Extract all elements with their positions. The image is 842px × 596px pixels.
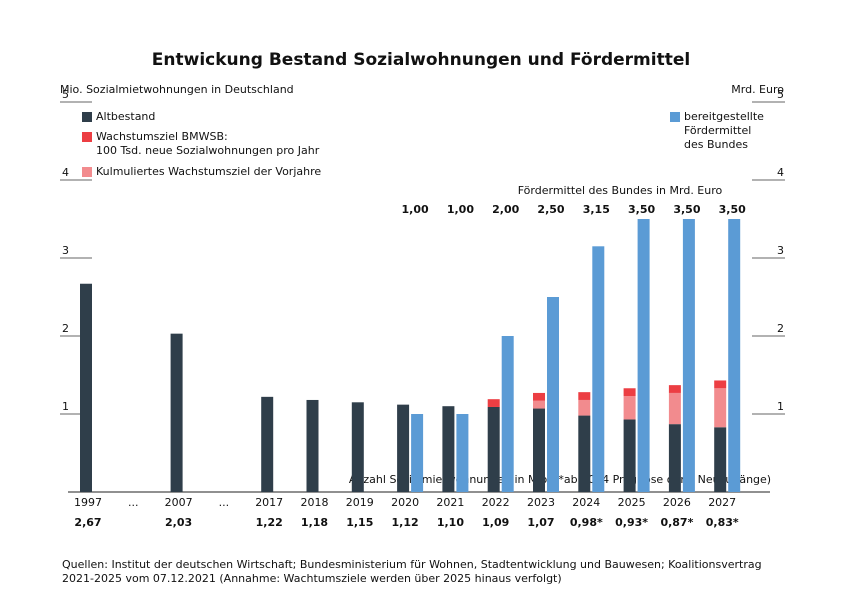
x-tick-label: 2017 <box>255 496 283 509</box>
value-label: 1,10 <box>437 516 464 529</box>
bar <box>306 399 319 492</box>
bar <box>501 336 514 492</box>
y2-tick-label: 2 <box>777 322 784 335</box>
legend-label: Wachstumsziel BMWSB: 100 Tsd. neue Sozia… <box>96 130 320 157</box>
bar <box>533 392 545 401</box>
bar <box>623 388 636 397</box>
y2-tick-label: 3 <box>777 244 784 257</box>
bar <box>668 392 681 425</box>
x-tick-label: 2023 <box>527 496 555 509</box>
annotation: Anzahl Sozialmietwohnungen in Mio. (*ab … <box>349 473 771 486</box>
value-label: 1,00 <box>447 203 474 216</box>
bar <box>487 406 500 492</box>
value-label: 2,50 <box>537 203 564 216</box>
value-label: 2,67 <box>74 516 101 529</box>
legend-swatch <box>82 112 92 122</box>
legend-label: Kulmuliertes Wachstumsziel der Vorjahre <box>96 165 322 178</box>
bar <box>397 404 410 492</box>
bar <box>578 399 591 416</box>
source: Quellen: Institut der deutschen Wirtscha… <box>62 558 762 585</box>
x-tick-label: 2007 <box>165 496 193 509</box>
value-label: 2,03 <box>165 516 192 529</box>
value-label: 3,50 <box>628 203 655 216</box>
y2-tick-label: 5 <box>777 88 784 101</box>
value-label: 0,83* <box>706 516 739 529</box>
value-label: 1,15 <box>346 516 373 529</box>
x-tick-label: 2024 <box>572 496 600 509</box>
x-tick-label: 2020 <box>391 496 419 509</box>
value-label: 0,98* <box>570 516 603 529</box>
bar <box>261 396 274 492</box>
value-label: 1,00 <box>402 203 429 216</box>
y-tick-label: 2 <box>62 322 69 335</box>
bar <box>637 219 650 492</box>
bar <box>578 392 591 400</box>
bar <box>351 402 364 492</box>
legend-swatch <box>82 132 92 142</box>
value-label: 3,15 <box>583 203 610 216</box>
bar <box>442 406 455 492</box>
value-label: 1,18 <box>301 516 328 529</box>
bar <box>623 396 636 420</box>
bar <box>80 283 92 492</box>
y-tick-label: 1 <box>62 400 69 413</box>
bar <box>578 415 591 492</box>
bar <box>623 419 636 492</box>
value-label: 3,50 <box>719 203 746 216</box>
bar <box>456 414 469 492</box>
annotation: Fördermittel des Bundes in Mrd. Euro <box>518 184 723 197</box>
legend-swatch <box>82 167 92 177</box>
bar <box>411 414 424 492</box>
x-tick-label: 2025 <box>618 496 646 509</box>
bar <box>668 385 681 393</box>
bar <box>714 380 727 389</box>
bar <box>533 408 545 492</box>
bar <box>714 388 727 428</box>
legend-swatch <box>670 112 680 122</box>
y-tick-label: 3 <box>62 244 69 257</box>
y2-tick-label: 1 <box>777 400 784 413</box>
value-label: 1,22 <box>256 516 283 529</box>
x-tick-label: 2019 <box>346 496 374 509</box>
x-tick-label: 2027 <box>708 496 736 509</box>
value-label: 3,50 <box>673 203 700 216</box>
value-label: 1,07 <box>527 516 554 529</box>
bar <box>668 424 681 492</box>
chart-title: Entwickung Bestand Sozialwohnungen und F… <box>152 50 690 70</box>
x-tick-label: ... <box>128 496 139 509</box>
bar <box>592 246 605 492</box>
y-tick-label: 4 <box>62 166 69 179</box>
value-label: 1,09 <box>482 516 509 529</box>
value-label: 0,87* <box>660 516 693 529</box>
bar <box>682 219 695 492</box>
value-label: 1,12 <box>392 516 419 529</box>
value-label: 2,00 <box>492 203 519 216</box>
bar <box>533 400 545 409</box>
bar <box>487 399 500 407</box>
y2-tick-label: 4 <box>777 166 784 179</box>
bar <box>170 333 183 492</box>
legend-label: bereitgestellte Fördermittel des Bundes <box>684 110 764 151</box>
x-tick-label: 2026 <box>663 496 691 509</box>
x-tick-label: 1997 <box>74 496 102 509</box>
bar <box>547 297 559 492</box>
x-tick-label: 2022 <box>482 496 510 509</box>
x-tick-label: ... <box>219 496 230 509</box>
value-label: 0,93* <box>615 516 648 529</box>
bar <box>728 219 741 492</box>
y2-axis-label: Mrd. Euro <box>731 83 784 96</box>
x-tick-label: 2018 <box>301 496 329 509</box>
y-tick-label: 5 <box>62 88 69 101</box>
y-axis-label: Mio. Sozialmietwohnungen in Deutschland <box>60 83 294 96</box>
legend-label: Altbestand <box>96 110 156 123</box>
bar <box>714 427 727 492</box>
x-tick-label: 2021 <box>436 496 464 509</box>
